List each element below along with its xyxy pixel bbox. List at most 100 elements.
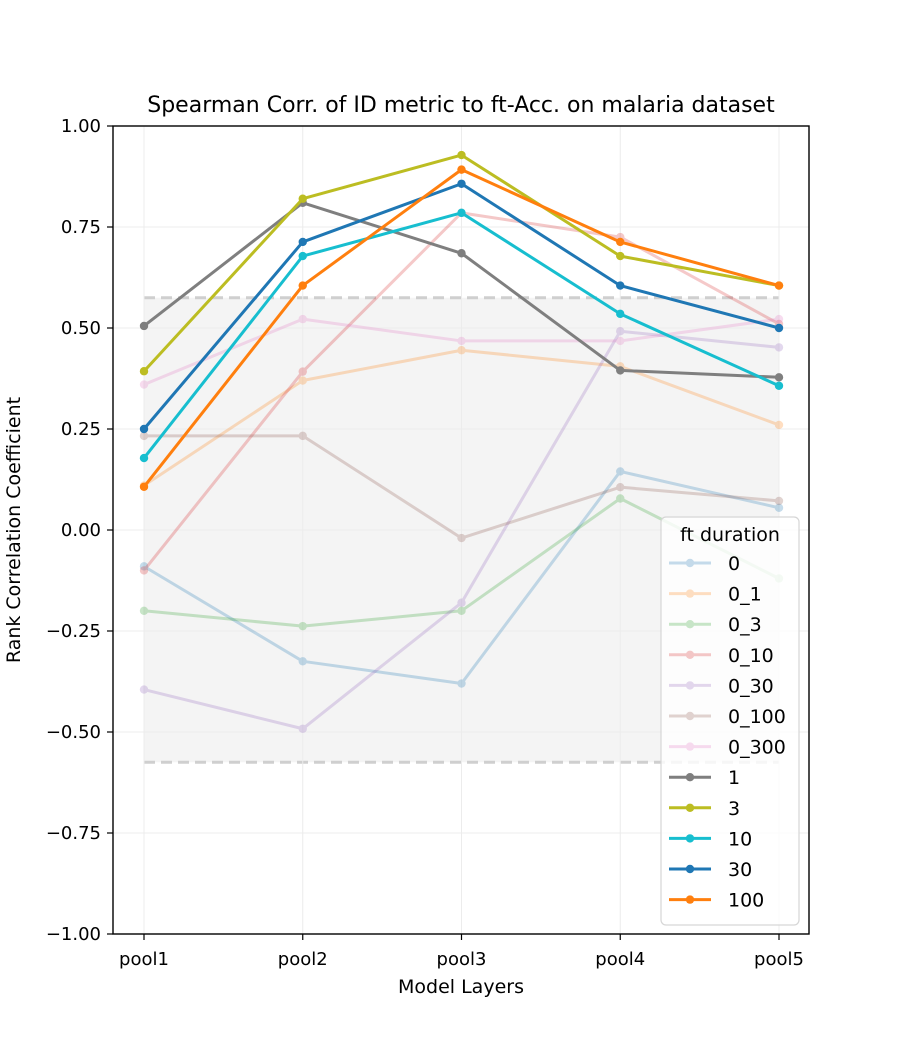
data-point bbox=[457, 179, 466, 188]
chart-title: Spearman Corr. of ID metric to ft-Acc. o… bbox=[147, 93, 775, 118]
data-point bbox=[616, 309, 625, 319]
legend-label: 100 bbox=[728, 890, 764, 912]
data-point bbox=[457, 533, 466, 543]
data-point bbox=[774, 314, 784, 324]
legend-entry: 0_100 bbox=[669, 706, 786, 728]
series-30 bbox=[139, 179, 784, 434]
data-point bbox=[616, 251, 625, 261]
legend-entry: 10 bbox=[669, 828, 752, 850]
legend-label: 10 bbox=[728, 828, 752, 850]
y-tick-label: −0.75 bbox=[46, 823, 101, 844]
y-tick-label: 0.75 bbox=[61, 217, 101, 238]
data-point bbox=[457, 336, 466, 346]
y-tick-label: −1.00 bbox=[46, 924, 101, 945]
data-point bbox=[298, 621, 307, 631]
legend-swatch-marker bbox=[685, 650, 695, 659]
x-tick-label: pool5 bbox=[754, 949, 804, 970]
legend: ft duration 0 0_1 0_3 0_10 0_30 0_100 0_300 1 3 10… bbox=[660, 516, 800, 926]
series-line bbox=[142, 469, 781, 686]
series-line bbox=[142, 434, 781, 540]
legend-swatch bbox=[669, 558, 711, 568]
legend-swatch bbox=[669, 773, 711, 782]
legend-entry: 0_30 bbox=[669, 675, 774, 697]
series-0_300 bbox=[139, 314, 784, 389]
legend-swatch bbox=[669, 803, 711, 812]
legend-entry: 0_300 bbox=[669, 737, 786, 759]
data-point bbox=[298, 367, 307, 376]
legend-swatch bbox=[669, 864, 711, 874]
legend-title: ft duration bbox=[680, 524, 780, 546]
series-line bbox=[142, 317, 781, 387]
legend-entry: 0_10 bbox=[669, 645, 774, 667]
data-point bbox=[457, 249, 466, 258]
data-point bbox=[457, 165, 466, 174]
legend-label: 1 bbox=[728, 767, 740, 789]
legend-swatch-marker bbox=[685, 773, 695, 782]
legend-label: 0_300 bbox=[728, 737, 786, 759]
legend-box bbox=[660, 516, 800, 926]
data-point bbox=[457, 598, 466, 607]
legend-swatch-marker bbox=[685, 558, 695, 568]
legend-entry: 0_1 bbox=[669, 584, 762, 606]
legend-label: 3 bbox=[728, 798, 740, 820]
legend-swatch bbox=[669, 620, 711, 629]
data-point bbox=[774, 323, 784, 333]
legend-label: 0_3 bbox=[728, 614, 762, 636]
data-point bbox=[774, 503, 784, 512]
legend-swatch bbox=[669, 711, 711, 721]
x-tick-label: pool1 bbox=[119, 949, 169, 970]
data-point bbox=[139, 566, 149, 575]
data-point bbox=[774, 496, 784, 506]
x-tick-label: pool4 bbox=[595, 949, 645, 970]
legend-swatch-marker bbox=[685, 834, 695, 843]
data-point bbox=[616, 327, 625, 336]
series-1 bbox=[139, 198, 784, 382]
legend-entry: 100 bbox=[669, 890, 764, 912]
data-point bbox=[457, 606, 466, 615]
data-point bbox=[616, 482, 625, 492]
legend-swatch-marker bbox=[685, 742, 695, 751]
data-point bbox=[139, 453, 149, 463]
legend-swatch-marker bbox=[685, 895, 695, 904]
data-point bbox=[774, 343, 784, 352]
legend-label: 0_10 bbox=[728, 645, 774, 667]
data-point bbox=[616, 237, 625, 247]
legend-label: 0 bbox=[728, 553, 740, 575]
legend-swatch bbox=[669, 650, 711, 659]
legend-swatch-marker bbox=[685, 620, 695, 629]
y-axis-label: Rank Correlation Coefficient bbox=[3, 397, 25, 663]
y-tick-label: 0.00 bbox=[61, 520, 101, 541]
legend-label: 0_1 bbox=[728, 584, 762, 606]
data-point bbox=[774, 420, 784, 430]
legend-entry: 0 bbox=[669, 553, 740, 575]
data-point bbox=[457, 150, 466, 160]
data-point bbox=[298, 194, 307, 203]
data-point bbox=[298, 657, 307, 666]
data-point bbox=[298, 281, 307, 290]
data-point bbox=[298, 314, 307, 324]
legend-swatch-marker bbox=[685, 589, 695, 598]
data-point bbox=[139, 380, 149, 389]
series-0 bbox=[139, 467, 784, 688]
legend-swatch bbox=[669, 834, 711, 843]
data-point bbox=[616, 366, 625, 375]
data-point bbox=[298, 237, 307, 247]
y-tick-label: 0.50 bbox=[61, 318, 101, 339]
legend-entry: 0_3 bbox=[669, 614, 762, 636]
legend-swatch bbox=[669, 681, 711, 690]
data-point bbox=[139, 431, 149, 441]
legend-label: 0_30 bbox=[728, 675, 774, 697]
data-point bbox=[139, 482, 149, 491]
y-tick-label: −0.50 bbox=[46, 722, 101, 743]
x-axis-label: Model Layers bbox=[398, 976, 524, 998]
data-point bbox=[139, 562, 149, 571]
legend-swatch bbox=[669, 895, 711, 904]
data-point bbox=[139, 424, 149, 434]
data-point bbox=[298, 251, 307, 261]
data-point bbox=[298, 376, 307, 385]
x-tick-label: pool2 bbox=[278, 949, 328, 970]
data-point bbox=[616, 336, 625, 346]
legend-swatch bbox=[669, 742, 711, 751]
series-line bbox=[142, 348, 781, 488]
